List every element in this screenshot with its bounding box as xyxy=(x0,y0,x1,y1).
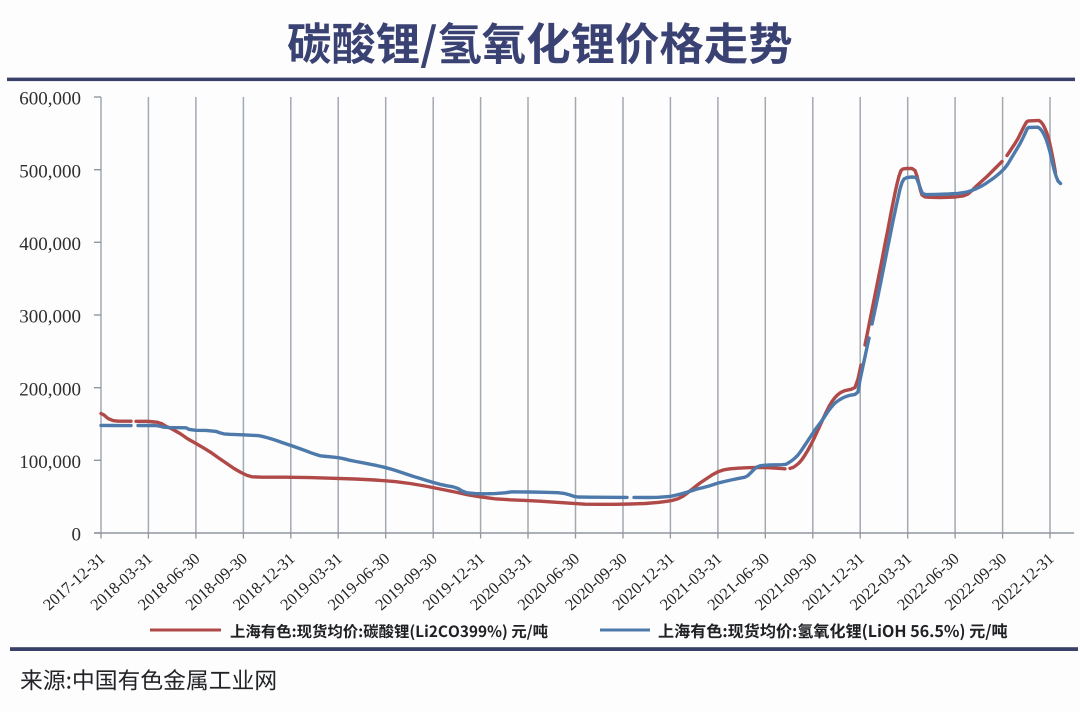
svg-text:500,000: 500,000 xyxy=(19,161,81,182)
svg-text:100,000: 100,000 xyxy=(19,452,81,473)
svg-text:400,000: 400,000 xyxy=(19,234,81,255)
svg-text:0: 0 xyxy=(72,525,82,546)
svg-text:200,000: 200,000 xyxy=(19,379,81,400)
svg-text:600,000: 600,000 xyxy=(19,89,81,110)
svg-text:300,000: 300,000 xyxy=(19,307,81,328)
